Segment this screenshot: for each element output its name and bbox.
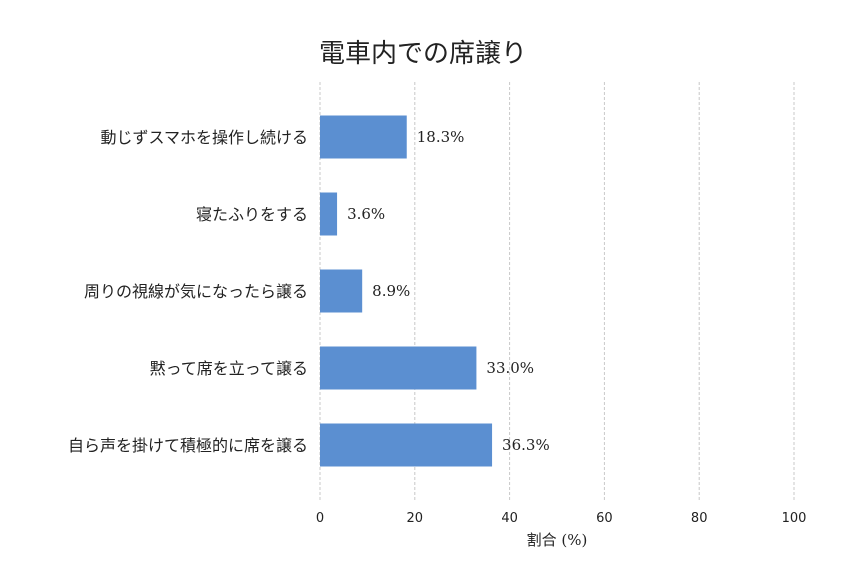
category-label: 周りの視線が気になったら譲る xyxy=(84,282,308,301)
x-axis-label: 割合 (%) xyxy=(527,531,588,549)
value-label: 18.3% xyxy=(417,128,465,146)
x-tick-label: 40 xyxy=(501,511,518,526)
x-tick-label: 80 xyxy=(691,511,708,526)
value-label: 3.6% xyxy=(347,205,385,223)
category-label: 自ら声を掛けて積極的に席を譲る xyxy=(68,436,308,455)
x-tick-label: 60 xyxy=(596,511,613,526)
category-label: 寝たふりをする xyxy=(196,205,308,224)
x-tick-label: 0 xyxy=(316,511,324,526)
chart-title: 電車内での席譲り xyxy=(319,39,527,69)
x-axis-ticks: 0 20 40 60 80 100 xyxy=(316,511,807,526)
value-label: 8.9% xyxy=(372,282,410,300)
bars: 動じずスマホを操作し続ける 18.3% 寝たふりをする 3.6% 周りの視線が気になった… xyxy=(68,115,550,467)
value-label: 33.0% xyxy=(486,359,534,377)
category-label: 動じずスマホを操作し続ける xyxy=(100,128,308,147)
x-tick-label: 100 xyxy=(782,511,807,526)
value-label: 36.3% xyxy=(502,436,550,454)
category-label: 黙って席を立って譲る xyxy=(150,359,308,378)
bar xyxy=(320,115,407,159)
bar xyxy=(320,423,493,467)
bar xyxy=(320,269,363,313)
bar xyxy=(320,192,338,236)
bar xyxy=(320,346,477,390)
x-tick-label: 20 xyxy=(407,511,424,526)
